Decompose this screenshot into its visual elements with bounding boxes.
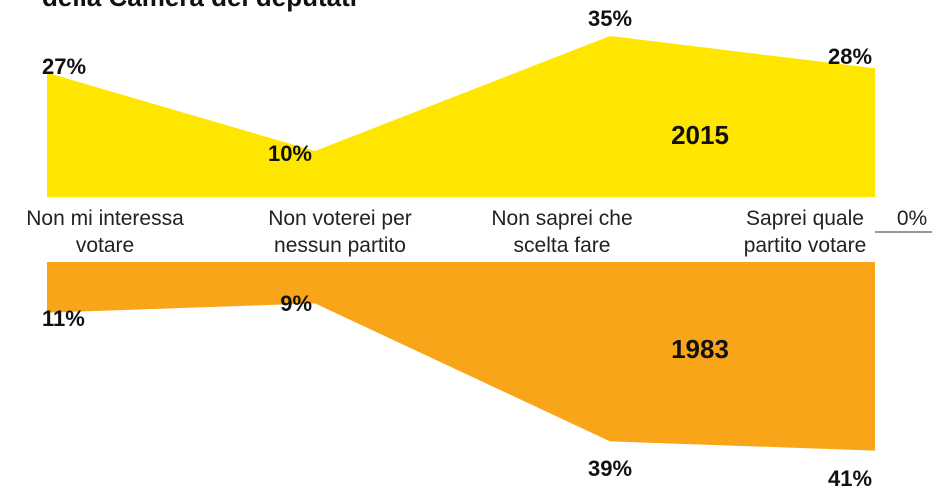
value-label: 10% bbox=[268, 141, 312, 166]
value-label: 39% bbox=[588, 456, 632, 481]
category-label: Non mi interessa bbox=[26, 207, 184, 230]
category-label: nessun partito bbox=[274, 234, 406, 257]
value-label: 11% bbox=[42, 306, 85, 331]
y-tick-label: 0% bbox=[897, 207, 927, 230]
category-label: votare bbox=[76, 234, 134, 257]
category-label: scelta fare bbox=[514, 234, 611, 257]
value-label: 9% bbox=[280, 291, 312, 316]
area bbox=[47, 262, 875, 451]
chart-title: della Camera dei deputati bbox=[42, 0, 357, 12]
category-label: Non voterei per bbox=[268, 207, 412, 230]
value-label: 27% bbox=[42, 54, 86, 79]
category-label: Saprei quale bbox=[746, 207, 864, 230]
series-label: 2015 bbox=[671, 120, 729, 150]
category-label: Non saprei che bbox=[491, 207, 632, 230]
series-label: 1983 bbox=[671, 334, 729, 364]
category-label: partito votare bbox=[744, 234, 867, 257]
value-label: 28% bbox=[828, 44, 872, 69]
area bbox=[47, 36, 875, 197]
value-label: 35% bbox=[588, 6, 632, 31]
value-label: 41% bbox=[828, 466, 872, 489]
